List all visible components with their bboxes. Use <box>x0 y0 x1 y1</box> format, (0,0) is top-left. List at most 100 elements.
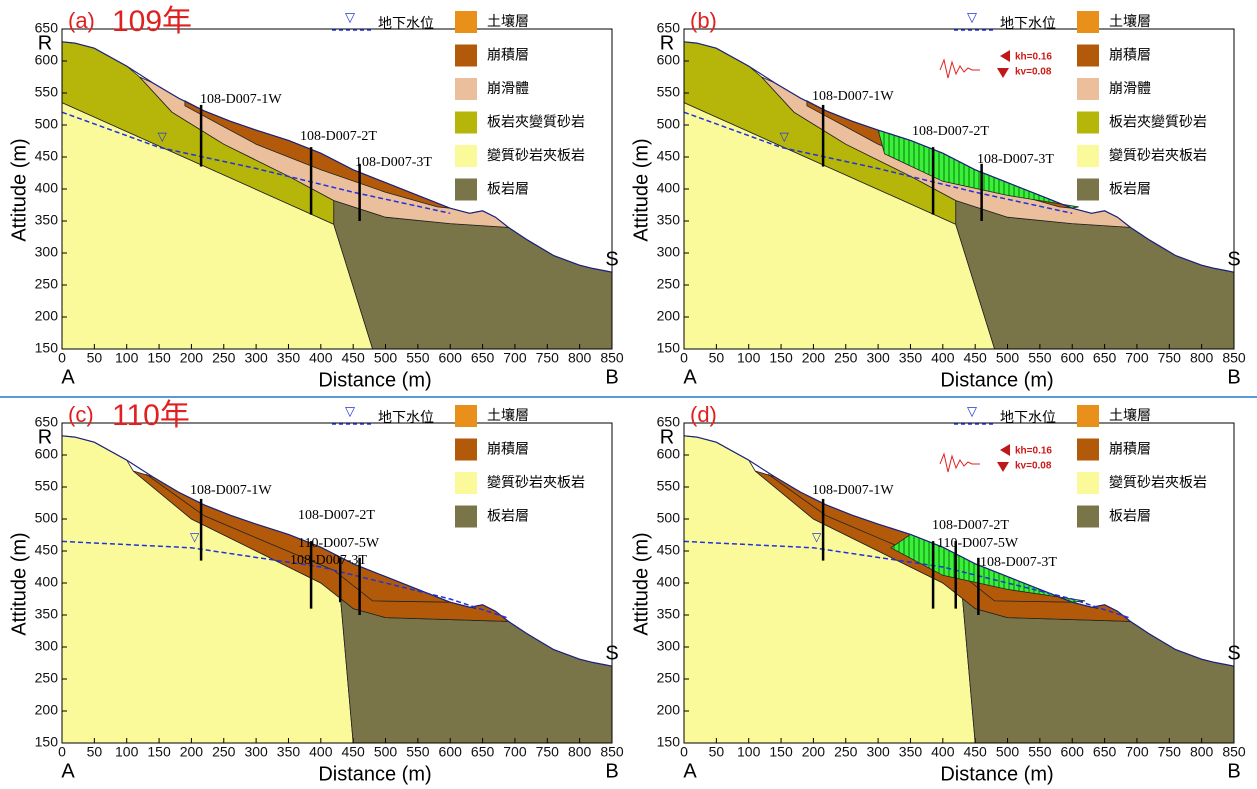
x-axis-label: Distance (m) <box>318 763 431 785</box>
y-tick-label: 300 <box>35 638 59 654</box>
x-tick-label: 150 <box>769 744 793 760</box>
x-tick-label: 250 <box>212 744 236 760</box>
legend-label: 變質砂岩夾板岩 <box>1109 475 1207 491</box>
legend-swatch <box>1077 11 1099 33</box>
y-tick-label: 550 <box>35 84 59 100</box>
legend-label: 板岩夾變質砂岩 <box>487 115 585 131</box>
x-tick-label: 200 <box>802 744 826 760</box>
x-tick-label: 200 <box>802 350 826 366</box>
legend-label: 崩積層 <box>487 442 529 458</box>
legend-swatch <box>1077 405 1099 427</box>
y-axis-label: Attitude (m) <box>8 138 30 241</box>
y-tick-label: 250 <box>35 670 59 686</box>
x-tick-label: 100 <box>115 350 139 366</box>
seismic-coefficient: kh=0.16 <box>1015 446 1052 457</box>
water-table <box>61 111 451 215</box>
borehole-label: 108-D007-1W <box>200 92 282 107</box>
corner-label: R <box>660 426 674 448</box>
x-tick-label: 300 <box>866 350 890 366</box>
x-tick-label: 50 <box>87 350 103 366</box>
y-tick-label: 250 <box>657 670 681 686</box>
y-tick-label: 150 <box>35 340 59 356</box>
x-tick-label: 800 <box>1190 350 1214 366</box>
x-tick-label: 600 <box>1061 744 1085 760</box>
legend-label: 土壤層 <box>1109 407 1151 424</box>
x-tick-label: 850 <box>1222 350 1246 366</box>
y-tick-label: 400 <box>657 180 681 196</box>
borehole-label: 108-D007-1W <box>812 89 894 104</box>
kv-arrow <box>997 462 1009 472</box>
x-tick-label: 800 <box>568 744 592 760</box>
water-legend-label: 地下水位 <box>1000 410 1056 426</box>
y-tick-label: 150 <box>35 734 59 750</box>
y-tick-label: 600 <box>35 52 59 68</box>
x-tick-label: 500 <box>374 350 398 366</box>
x-tick-label: 550 <box>406 350 430 366</box>
y-tick-label: 450 <box>35 148 59 164</box>
corner-label: S <box>605 248 618 270</box>
water-table <box>683 540 1131 619</box>
legend-label: 變質砂岩夾板岩 <box>487 475 585 491</box>
seismic-coefficient: kv=0.08 <box>1015 461 1052 472</box>
panel-label: (b) <box>690 8 717 33</box>
legend-swatch <box>455 78 477 100</box>
x-axis-label: Distance (m) <box>940 763 1053 785</box>
corner-label: A <box>61 760 75 782</box>
legend-label: 板岩層 <box>487 509 529 525</box>
x-tick-label: 0 <box>680 744 688 760</box>
x-tick-label: 50 <box>87 744 103 760</box>
y-axis-label: Attitude (m) <box>8 532 30 635</box>
water-marker: ▽ <box>812 530 822 544</box>
x-tick-label: 600 <box>439 350 463 366</box>
x-tick-label: 100 <box>737 744 761 760</box>
y-tick-label: 150 <box>657 734 681 750</box>
y-tick-label: 500 <box>35 116 59 132</box>
y-tick-label: 200 <box>35 308 59 324</box>
borehole-label: 110-D007-5W <box>937 536 1019 551</box>
corner-label: S <box>1227 248 1240 270</box>
legend-label: 崩積層 <box>1109 442 1151 458</box>
legend-swatch <box>1077 472 1099 494</box>
legend-label: 土壤層 <box>487 407 529 424</box>
y-tick-label: 150 <box>657 340 681 356</box>
y-tick-label: 450 <box>657 148 681 164</box>
x-tick-label: 300 <box>244 744 268 760</box>
y-axis-label: Attitude (m) <box>630 532 652 635</box>
y-tick-label: 450 <box>35 542 59 558</box>
x-tick-label: 800 <box>568 350 592 366</box>
borehole-label: 108-D007-3T <box>977 152 1054 167</box>
panel-label: (c) <box>68 402 94 427</box>
legend-swatch <box>1077 111 1099 134</box>
legend-swatch <box>1077 438 1099 461</box>
y-tick-label: 200 <box>35 702 59 718</box>
x-tick-label: 100 <box>115 744 139 760</box>
legend-swatch <box>455 505 477 528</box>
legend-swatch <box>1077 78 1099 100</box>
x-tick-label: 650 <box>471 350 495 366</box>
x-tick-label: 450 <box>341 350 365 366</box>
x-tick-label: 750 <box>1158 350 1182 366</box>
layer-sandstone <box>683 435 976 744</box>
water-legend-label: 地下水位 <box>378 16 434 32</box>
water-legend-marker: ▽ <box>345 9 355 24</box>
legend-label: 崩滑體 <box>1109 80 1151 97</box>
x-tick-label: 0 <box>58 744 66 760</box>
legend-swatch <box>455 145 477 167</box>
water-legend-marker: ▽ <box>967 9 977 24</box>
x-tick-label: 650 <box>471 744 495 760</box>
kv-arrow <box>997 68 1009 78</box>
y-tick-label: 500 <box>657 116 681 132</box>
legend-label: 變質砂岩夾板岩 <box>487 148 585 164</box>
x-tick-label: 450 <box>963 350 987 366</box>
legend-label: 板岩夾變質砂岩 <box>1109 115 1207 131</box>
x-tick-label: 850 <box>600 744 624 760</box>
borehole-label: 108-D007-1W <box>190 483 272 498</box>
seismic-wave <box>939 452 980 473</box>
legend-label: 板岩層 <box>487 182 529 198</box>
x-tick-label: 150 <box>147 350 171 366</box>
x-tick-label: 450 <box>341 744 365 760</box>
y-tick-label: 300 <box>657 244 681 260</box>
layer-sandstone <box>61 435 354 744</box>
water-marker: ▽ <box>190 530 200 544</box>
